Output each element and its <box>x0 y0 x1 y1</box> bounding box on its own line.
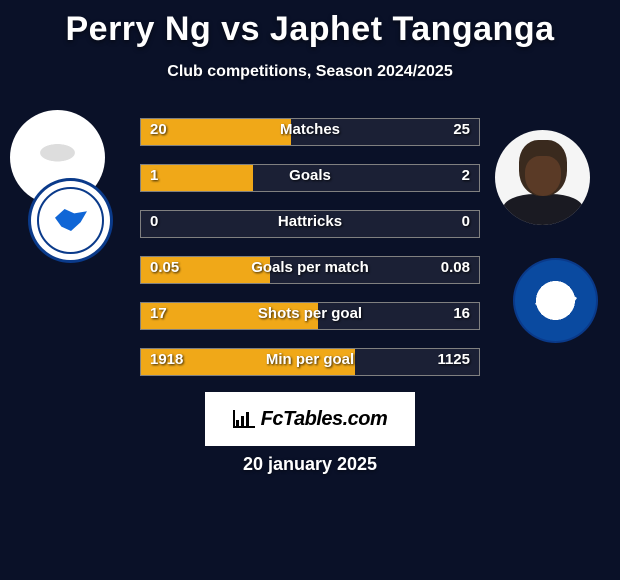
stat-label: Goals <box>140 167 480 184</box>
stat-label: Matches <box>140 121 480 138</box>
watermark-text: FcTables.com <box>261 408 388 431</box>
stat-row: 19181125Min per goal <box>140 348 480 376</box>
stat-row: 2025Matches <box>140 118 480 146</box>
stat-row: 12Goals <box>140 164 480 192</box>
stat-row: 1716Shots per goal <box>140 302 480 330</box>
date-text: 20 january 2025 <box>0 454 620 475</box>
stats-area: 2025Matches 12Goals 00Hattricks 0.050.08Goa… <box>0 118 620 394</box>
stat-row: 0.050.08Goals per match <box>140 256 480 284</box>
watermark: FcTables.com <box>205 392 415 446</box>
chart-icon <box>233 410 255 428</box>
stat-label: Hattricks <box>140 213 480 230</box>
stat-label: Shots per goal <box>140 305 480 322</box>
subtitle: Club competitions, Season 2024/2025 <box>0 63 620 81</box>
stat-label: Min per goal <box>140 351 480 368</box>
page-title: Perry Ng vs Japhet Tanganga <box>0 0 620 49</box>
stat-label: Goals per match <box>140 259 480 276</box>
stat-row: 00Hattricks <box>140 210 480 238</box>
